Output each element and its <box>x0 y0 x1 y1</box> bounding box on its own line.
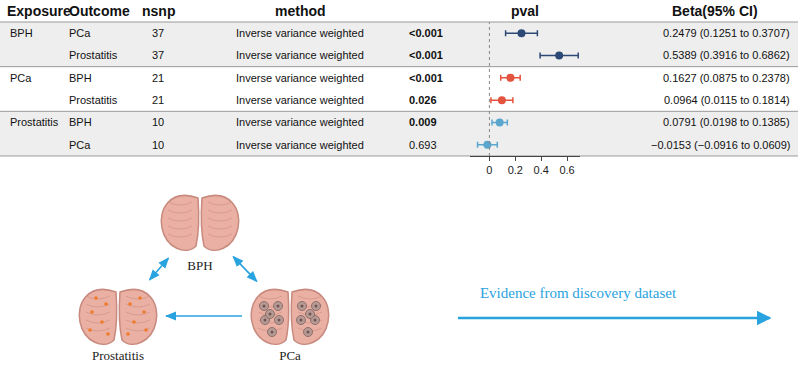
svg-text:Inverse variance weighted: Inverse variance weighted <box>236 72 364 84</box>
svg-text:0.6: 0.6 <box>559 164 574 176</box>
svg-text:0: 0 <box>486 164 492 176</box>
svg-text:Beta(95% CI): Beta(95% CI) <box>672 3 758 19</box>
svg-text:0.0791 (0.0198 to 0.1385): 0.0791 (0.0198 to 0.1385) <box>663 116 790 128</box>
svg-text:Exposure: Exposure <box>7 3 71 19</box>
svg-text:0.1627 (0.0875 to 0.2378): 0.1627 (0.0875 to 0.2378) <box>663 72 790 84</box>
svg-text:0.026: 0.026 <box>409 94 437 106</box>
svg-text:Prostatitis: Prostatitis <box>69 94 118 106</box>
svg-text:Evidence from discovery datase: Evidence from discovery dataset <box>480 285 677 301</box>
svg-text:0.4: 0.4 <box>534 164 549 176</box>
svg-text:Prostatitis: Prostatitis <box>69 49 118 61</box>
svg-text:21: 21 <box>152 72 164 84</box>
svg-text:0.5389 (0.3916 to 0.6862): 0.5389 (0.3916 to 0.6862) <box>663 49 790 61</box>
svg-text:21: 21 <box>152 94 164 106</box>
svg-text:0.2: 0.2 <box>508 164 523 176</box>
svg-text:0.693: 0.693 <box>409 139 437 151</box>
svg-text:PCa: PCa <box>69 139 91 151</box>
svg-text:PCa: PCa <box>10 72 32 84</box>
svg-text:<0.001: <0.001 <box>409 49 443 61</box>
svg-text:0.2479 (0.1251 to 0.3707): 0.2479 (0.1251 to 0.3707) <box>663 27 790 39</box>
svg-text:<0.001: <0.001 <box>409 27 443 39</box>
svg-text:Prostatitis: Prostatitis <box>92 348 144 363</box>
svg-text:10: 10 <box>152 139 164 151</box>
svg-text:10: 10 <box>152 116 164 128</box>
svg-text:0.0964 (0.0115 to 0.1814): 0.0964 (0.0115 to 0.1814) <box>664 94 790 106</box>
svg-text:<0.001: <0.001 <box>409 72 443 84</box>
svg-text:0.009: 0.009 <box>409 116 437 128</box>
svg-text:method: method <box>275 3 326 19</box>
svg-text:Inverse variance weighted: Inverse variance weighted <box>236 27 364 39</box>
svg-text:Inverse variance weighted: Inverse variance weighted <box>236 49 364 61</box>
svg-text:pval: pval <box>511 3 539 19</box>
svg-text:BPH: BPH <box>69 72 92 84</box>
svg-text:nsnp: nsnp <box>142 3 175 19</box>
svg-text:BPH: BPH <box>187 258 212 273</box>
svg-text:Prostatitis: Prostatitis <box>10 116 59 128</box>
svg-text:BPH: BPH <box>69 116 92 128</box>
svg-text:Outcome: Outcome <box>69 3 130 19</box>
svg-text:−0.0153 (−0.0916 to 0.0609): −0.0153 (−0.0916 to 0.0609) <box>651 139 790 151</box>
svg-text:BPH: BPH <box>10 27 33 39</box>
svg-text:37: 37 <box>152 49 164 61</box>
svg-text:37: 37 <box>152 27 164 39</box>
svg-text:PCa: PCa <box>279 348 301 363</box>
svg-text:Inverse variance weighted: Inverse variance weighted <box>236 116 364 128</box>
svg-text:Inverse variance weighted: Inverse variance weighted <box>236 94 364 106</box>
svg-text:PCa: PCa <box>69 27 91 39</box>
svg-text:Inverse variance weighted: Inverse variance weighted <box>236 139 364 151</box>
